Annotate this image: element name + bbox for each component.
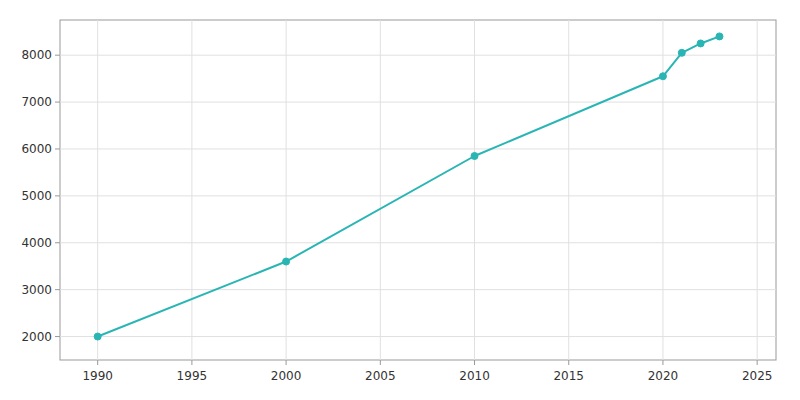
tick-y (55, 195, 60, 196)
grid-line-y (60, 242, 776, 243)
grid-line-x (474, 20, 475, 360)
tick-label-x: 2010 (459, 369, 490, 383)
tick-label-x: 1990 (82, 369, 113, 383)
tick-x (474, 360, 475, 365)
grid-line-y (60, 55, 776, 56)
grid-line-y (60, 289, 776, 290)
tick-x (568, 360, 569, 365)
tick-y (55, 102, 60, 103)
tick-y (55, 289, 60, 290)
grid-line-x (191, 20, 192, 360)
chart-svg: 2000 3000 4000 5000 6000 7000 8000 1990 1995 2000… (0, 0, 800, 400)
tick-label-y: 5000 (21, 189, 52, 203)
grid-line-x (286, 20, 287, 360)
tick-x (286, 360, 287, 365)
tick-label-y: 2000 (21, 330, 52, 344)
data-point (94, 333, 101, 340)
data-line (98, 36, 720, 336)
data-point (678, 49, 685, 56)
grid-line-y (60, 195, 776, 196)
grid-line-x (97, 20, 98, 360)
grid (60, 20, 776, 360)
tick-y (55, 336, 60, 337)
grid-line-y (60, 102, 776, 103)
tick-y (55, 242, 60, 243)
grid-line-x (757, 20, 758, 360)
tick-y (55, 55, 60, 56)
grid-line-x (380, 20, 381, 360)
tick-label-y: 7000 (21, 95, 52, 109)
tick-label-x: 2025 (742, 369, 773, 383)
grid-line-y (60, 336, 776, 337)
tick-label-y: 8000 (21, 48, 52, 62)
data-point (471, 153, 478, 160)
tick-x (662, 360, 663, 365)
data-point (697, 40, 704, 47)
tick-x (757, 360, 758, 365)
tick-x (191, 360, 192, 365)
data-point (659, 73, 666, 80)
tick-label-x: 2015 (553, 369, 584, 383)
tick-label-y: 3000 (21, 283, 52, 297)
data-point (283, 258, 290, 265)
tick-label-x: 2000 (271, 369, 302, 383)
tick-y (55, 148, 60, 149)
tick-label-x: 1995 (177, 369, 208, 383)
data-point (716, 33, 723, 40)
tick-label-x: 2020 (648, 369, 679, 383)
grid-line-x (662, 20, 663, 360)
grid-line-x (568, 20, 569, 360)
grid-line-y (60, 148, 776, 149)
tick-x (380, 360, 381, 365)
tick-x (97, 360, 98, 365)
data-area (94, 33, 723, 340)
chart-container: 2000 3000 4000 5000 6000 7000 8000 1990 1995 2000… (0, 0, 800, 400)
axes: 2000 3000 4000 5000 6000 7000 8000 1990 1995 2000… (21, 48, 772, 383)
tick-label-y: 6000 (21, 142, 52, 156)
plot-frame (60, 20, 776, 360)
tick-label-x: 2005 (365, 369, 396, 383)
tick-label-y: 4000 (21, 236, 52, 250)
